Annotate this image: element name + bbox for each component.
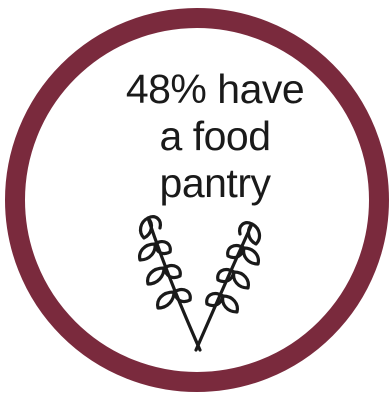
stat-label: 48% have a food pantry bbox=[95, 66, 335, 207]
stat-line-2: a food bbox=[159, 113, 272, 159]
wheat-icon bbox=[138, 215, 262, 352]
stat-line-1: 48% have bbox=[125, 66, 305, 112]
stat-line-3: pantry bbox=[159, 160, 271, 206]
